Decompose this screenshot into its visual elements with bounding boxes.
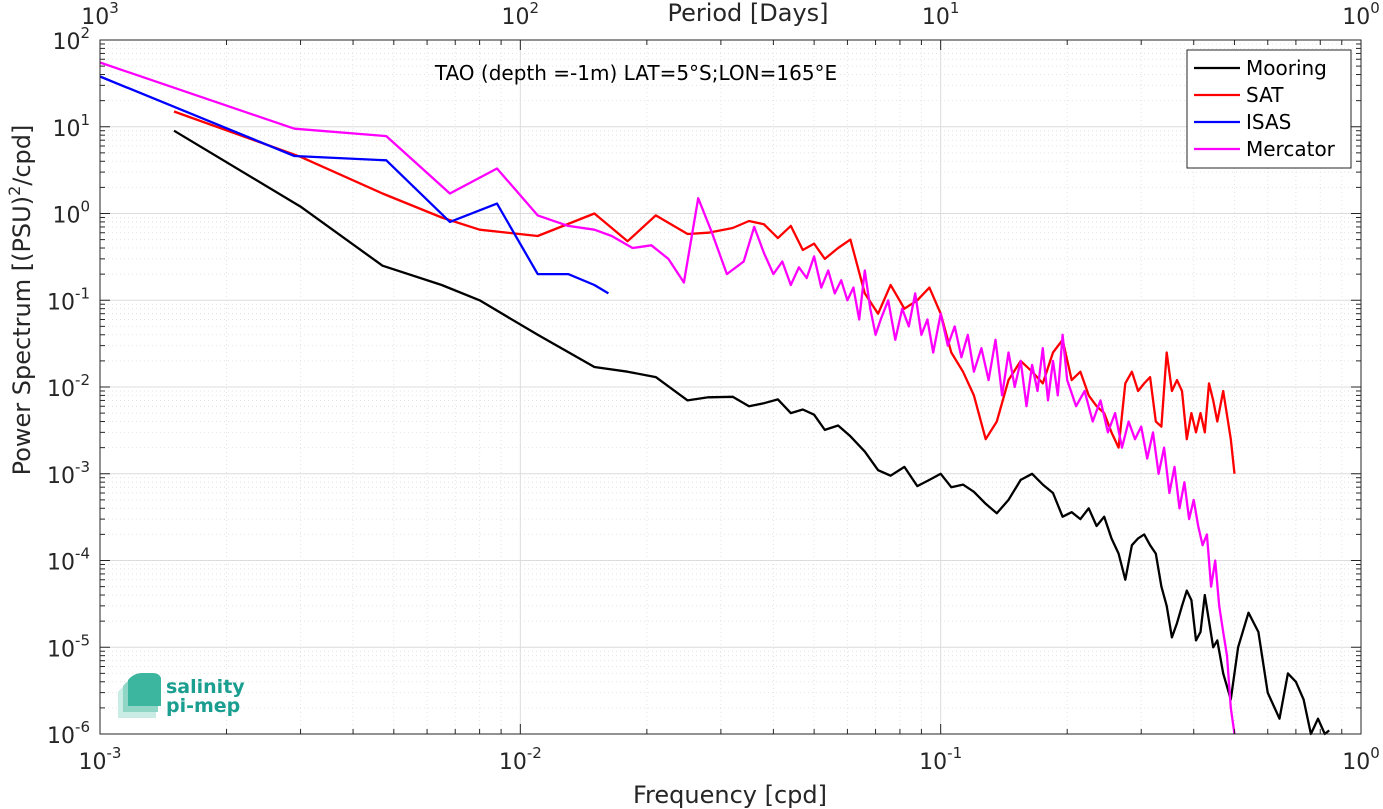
tick-base: 10: [47, 290, 75, 315]
tick-base: 10: [52, 204, 80, 229]
tick-base: 10: [1342, 5, 1370, 30]
y-tick-label: 10-1: [47, 284, 90, 315]
x-tick-label: 100: [1342, 744, 1380, 775]
tick-base: 10: [1342, 750, 1370, 775]
tick-base: 10: [919, 750, 947, 775]
top-tick-label: 100: [1342, 0, 1380, 30]
tick-base: 10: [47, 464, 75, 489]
tick-marks: [99, 39, 1362, 735]
series-line-isas: [99, 75, 609, 295]
logo-text-salinity: salinity: [166, 676, 245, 698]
y-tick-label: 10-4: [47, 545, 90, 576]
series-line-sat: [173, 110, 1236, 474]
tick-base: 10: [47, 637, 75, 662]
y-tick-label: 100: [52, 198, 90, 229]
x-tick-label: 10-2: [499, 744, 542, 775]
tick-base: 10: [79, 750, 107, 775]
tick-exponent: -1: [947, 744, 962, 762]
series-line-mooring: [173, 129, 1330, 736]
tick-exponent: 0: [1370, 0, 1380, 17]
tick-exponent: 1: [950, 0, 960, 17]
tick-exponent: -2: [527, 744, 542, 762]
y-tick-label: 101: [52, 111, 90, 142]
station-annotation: TAO (depth =-1m) LAT=5°S;LON=165°E: [434, 61, 837, 85]
x-tick-labels: 10-3 10-2 10-1 100: [79, 744, 1380, 775]
tick-exponent: -5: [75, 631, 90, 649]
y-tick-label: 102: [52, 24, 90, 55]
tick-exponent: -1: [75, 284, 90, 302]
tick-base: 10: [47, 377, 75, 402]
salinity-pi-mep-logo: salinity pi-mep: [118, 673, 245, 718]
top-tick-label: 103: [81, 0, 119, 30]
tick-exponent: 2: [530, 0, 540, 17]
y-axis-label-main: Power Spectrum [(PSU): [8, 196, 36, 475]
y-axis-label-unit: /cpd]: [8, 125, 36, 186]
top-tick-label: 101: [922, 0, 960, 30]
legend-label-mooring: Mooring: [1246, 56, 1327, 80]
y-tick-label: 10-2: [47, 371, 90, 402]
legend-label-sat: SAT: [1246, 83, 1284, 107]
y-axis-label-superscript: 2: [5, 186, 24, 196]
tick-base: 10: [47, 551, 75, 576]
legend-label-isas: ISAS: [1246, 110, 1291, 134]
tick-base: 10: [52, 117, 80, 142]
tick-base: 10: [499, 750, 527, 775]
tick-base: 10: [81, 5, 109, 30]
tick-exponent: -3: [107, 744, 122, 762]
top-axis-label: Period [Days]: [667, 0, 828, 27]
x-tick-label: 10-3: [79, 744, 122, 775]
tick-base: 10: [922, 5, 950, 30]
y-tick-label: 10-5: [47, 631, 90, 662]
y-axis-label: Power Spectrum [(PSU)2/cpd]: [5, 125, 36, 476]
tick-base: 10: [47, 724, 75, 749]
top-tick-labels: 103 102 101 100: [81, 0, 1380, 30]
tick-base: 10: [502, 5, 530, 30]
tick-exponent: -6: [75, 718, 90, 736]
series-lines: [99, 61, 1330, 736]
wave-logo-icon: [118, 673, 161, 718]
top-tick-label: 102: [502, 0, 540, 30]
series-line-mercator: [99, 61, 1236, 735]
x-axis-label: Frequency [cpd]: [633, 781, 827, 809]
tick-exponent: 1: [80, 111, 90, 129]
tick-exponent: -4: [75, 545, 90, 563]
tick-exponent: 0: [1370, 744, 1380, 762]
y-tick-label: 10-6: [47, 718, 90, 749]
tick-exponent: 3: [109, 0, 119, 17]
legend: Mooring SAT ISAS Mercator: [1186, 49, 1352, 169]
tick-exponent: 2: [80, 24, 90, 42]
tick-exponent: 0: [80, 198, 90, 216]
y-tick-label: 10-3: [47, 458, 90, 489]
tick-base: 10: [52, 30, 80, 55]
legend-label-mercator: Mercator: [1246, 137, 1336, 161]
tick-exponent: -3: [75, 458, 90, 476]
tick-exponent: -2: [75, 371, 90, 389]
logo-text-pi-mep: pi-mep: [166, 695, 240, 717]
x-tick-label: 10-1: [919, 744, 962, 775]
